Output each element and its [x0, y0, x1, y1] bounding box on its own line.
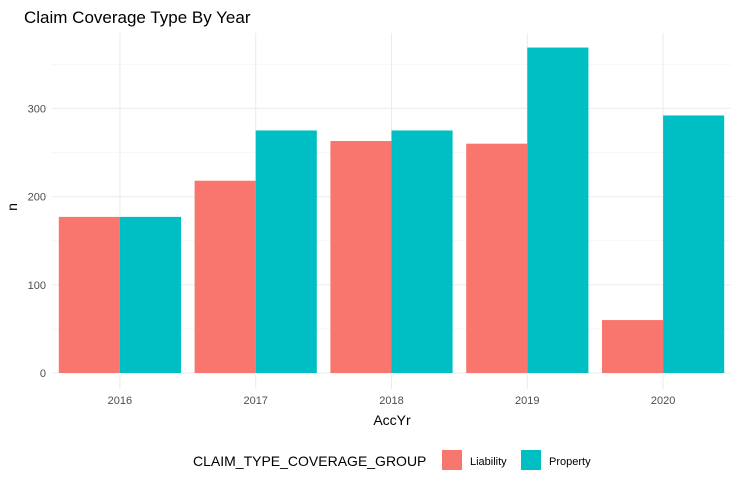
legend-key-liability	[442, 450, 462, 470]
bars-layer	[58, 47, 725, 374]
x-tick-label: 2019	[515, 395, 539, 407]
y-tick-label: 300	[28, 103, 46, 115]
x-tick-label: 2020	[651, 395, 675, 407]
x-tick-label: 2017	[243, 395, 267, 407]
bar-property-2016	[119, 216, 182, 373]
x-tick-label: 2018	[379, 395, 403, 407]
legend-title: CLAIM_TYPE_COVERAGE_GROUP	[193, 453, 426, 469]
bar-property-2019	[527, 47, 589, 374]
x-tick-label: 2016	[108, 395, 132, 407]
legend-label-property: Property	[549, 456, 591, 468]
bar-liability-2018	[330, 141, 392, 373]
bar-liability-2017	[194, 180, 256, 373]
bar-property-2017	[255, 130, 317, 373]
bar-liability-2016	[58, 216, 120, 373]
y-axis-title: n	[4, 203, 20, 211]
ticks-layer: 0 100 200 300 2016 2017 2018 2019 2020	[28, 103, 676, 407]
legend-label-liability: Liability	[470, 456, 507, 468]
bar-liability-2020	[601, 320, 664, 373]
y-tick-label: 200	[28, 192, 46, 204]
x-axis-title: AccYr	[373, 412, 411, 428]
bar-property-2018	[391, 130, 453, 373]
chart-title: Claim Coverage Type By Year	[24, 8, 251, 27]
y-tick-label: 100	[28, 280, 46, 292]
legend-key-property	[521, 450, 541, 470]
bar-property-2020	[663, 115, 725, 374]
legend: CLAIM_TYPE_COVERAGE_GROUP Liability Prop…	[193, 450, 591, 470]
bar-liability-2019	[466, 143, 528, 373]
y-tick-label: 0	[40, 368, 46, 380]
